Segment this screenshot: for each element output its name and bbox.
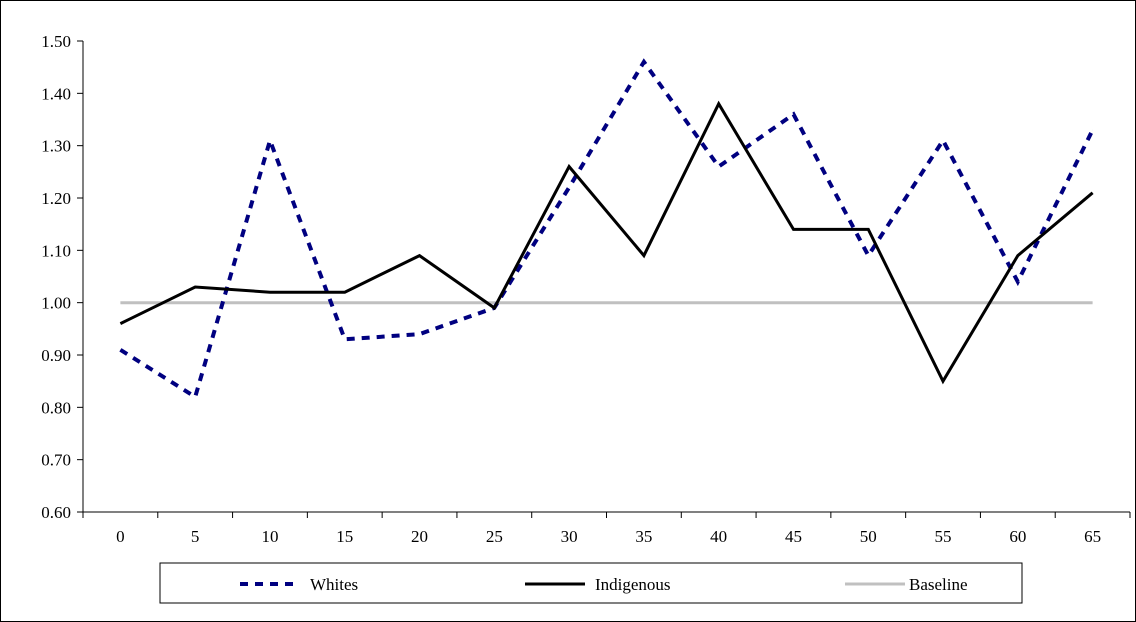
x-tick-label: 35	[635, 527, 652, 546]
legend-label-baseline: Baseline	[909, 575, 968, 594]
y-tick-label: 0.90	[41, 346, 71, 365]
x-tick-label: 20	[411, 527, 428, 546]
x-tick-label: 10	[261, 527, 278, 546]
legend-label-indigenous: Indigenous	[595, 575, 671, 594]
y-tick-label: 1.50	[41, 32, 71, 51]
y-tick-label: 0.70	[41, 451, 71, 470]
x-tick-label: 55	[935, 527, 952, 546]
y-tick-label: 1.00	[41, 294, 71, 313]
x-tick-label: 60	[1009, 527, 1026, 546]
x-tick-label: 45	[785, 527, 802, 546]
tick-labels: 0.60 0.70 0.80 0.90 1.00 1.10 1.20 1.30 1.40 1.50…	[41, 32, 1101, 546]
axes	[77, 40, 1131, 518]
series-line-indigenous	[119, 100, 1094, 385]
legend-label-whites: Whites	[310, 575, 358, 594]
x-tick-label: 5	[191, 527, 200, 546]
legend: Whites Indigenous Baseline	[159, 562, 1023, 604]
x-tick-label: 50	[860, 527, 877, 546]
x-tick-label: 65	[1084, 527, 1101, 546]
y-tick-label: 0.60	[41, 503, 71, 522]
x-tick-label: 40	[710, 527, 727, 546]
series-line-whites	[119, 58, 1095, 401]
x-tick-label: 25	[486, 527, 503, 546]
x-tick-label: 0	[116, 527, 125, 546]
y-tick-label: 1.20	[41, 189, 71, 208]
x-tick-label: 15	[336, 527, 353, 546]
y-tick-label: 1.40	[41, 84, 71, 103]
y-tick-label: 1.10	[41, 241, 71, 260]
x-tick-label: 30	[561, 527, 578, 546]
y-tick-label: 1.30	[41, 137, 71, 156]
y-tick-label: 0.80	[41, 398, 71, 417]
series-layer	[119, 58, 1095, 401]
